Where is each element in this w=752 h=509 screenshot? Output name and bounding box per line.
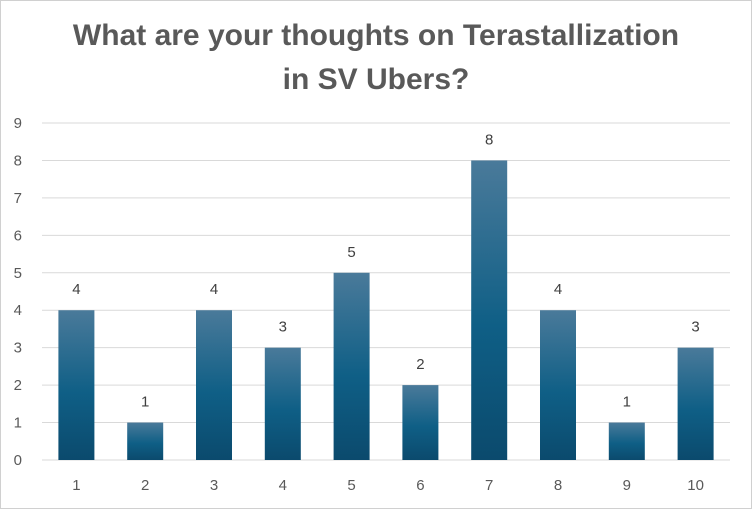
x-axis-tick-labels: 1 2 3 4 5 6 7 8 9 10 <box>72 477 704 494</box>
y-tick-label: 2 <box>14 377 22 394</box>
chart-title-line-1: What are your thoughts on Terastallizati… <box>72 19 680 52</box>
data-label-4: 3 <box>279 319 287 336</box>
x-tick-label-9: 9 <box>623 477 631 494</box>
data-label-3: 4 <box>210 281 218 298</box>
bars <box>58 160 714 460</box>
data-label-7: 8 <box>485 131 493 148</box>
data-label-5: 5 <box>347 244 355 261</box>
data-label-6: 2 <box>416 356 424 373</box>
bar-7 <box>471 160 508 460</box>
y-tick-label: 0 <box>14 452 22 469</box>
chart-title: What are your thoughts on Terastallizati… <box>0 14 752 102</box>
bar-2 <box>127 422 164 460</box>
x-tick-label-4: 4 <box>279 477 287 494</box>
bar-8 <box>540 310 576 460</box>
x-tick-label-1: 1 <box>72 477 80 494</box>
data-labels: 4 1 4 3 5 2 8 4 1 3 <box>72 131 700 410</box>
data-label-1: 4 <box>72 281 80 298</box>
y-tick-label: 9 <box>14 115 22 132</box>
y-tick-label: 5 <box>14 265 22 282</box>
x-tick-label-10: 10 <box>687 477 704 494</box>
bar-4 <box>264 347 301 460</box>
y-tick-label: 6 <box>14 227 22 244</box>
x-tick-label-3: 3 <box>210 477 218 494</box>
data-label-10: 3 <box>691 319 699 336</box>
bar-6 <box>402 385 439 460</box>
data-label-9: 1 <box>623 394 631 411</box>
x-tick-label-7: 7 <box>485 477 493 494</box>
bar-9 <box>608 422 645 460</box>
bar-5 <box>333 272 370 460</box>
y-axis-tick-labels: 0 1 2 3 4 5 6 7 8 9 <box>14 115 22 469</box>
data-label-8: 4 <box>554 281 562 298</box>
y-tick-label: 7 <box>14 190 22 207</box>
y-tick-label: 8 <box>14 152 22 169</box>
chart-title-line-2: in SV Ubers? <box>282 63 470 96</box>
y-tick-label: 1 <box>14 415 22 432</box>
bar-1 <box>58 310 95 460</box>
x-tick-label-8: 8 <box>554 477 562 494</box>
y-tick-label: 3 <box>14 340 22 357</box>
bar-10 <box>677 347 714 460</box>
x-tick-label-5: 5 <box>347 477 355 494</box>
y-tick-label: 4 <box>14 302 22 319</box>
x-tick-label-2: 2 <box>141 477 149 494</box>
bar-3 <box>196 310 232 460</box>
data-label-2: 1 <box>141 394 149 411</box>
x-tick-label-6: 6 <box>416 477 424 494</box>
